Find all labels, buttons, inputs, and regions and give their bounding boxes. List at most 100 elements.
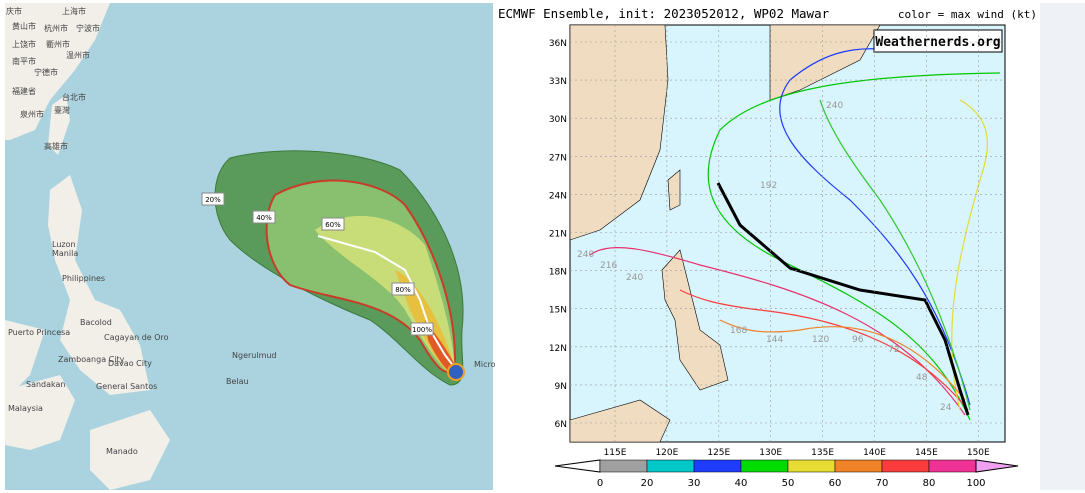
place-label: Bacolod bbox=[80, 318, 112, 327]
colorbar-segment bbox=[599, 459, 648, 473]
right-labels: 6N 9N 12N 15N 18N 21N 24N 27N 30N 33N 36N 115E 120E 1… bbox=[549, 25, 1019, 489]
place-label: Ngerulmud bbox=[232, 351, 277, 360]
colorbar-tick: 20 bbox=[641, 478, 654, 489]
sulawesi bbox=[90, 410, 170, 490]
place-label: 上饶市 bbox=[12, 39, 36, 49]
place-label: Zamboanga City bbox=[58, 355, 125, 364]
track-label: 240 bbox=[626, 273, 643, 283]
track-label: 72 bbox=[888, 345, 899, 355]
probability-box bbox=[201, 192, 225, 206]
place-label: 庆市 bbox=[6, 6, 22, 16]
place-label: Philippines bbox=[62, 274, 105, 283]
place-label: Manila bbox=[52, 249, 78, 258]
philippines bbox=[48, 175, 150, 395]
place-label: 上海市 bbox=[62, 6, 86, 16]
colorbar-segment bbox=[646, 459, 695, 473]
place-label: 福建省 bbox=[12, 86, 36, 96]
place-label: Belau bbox=[226, 377, 249, 386]
track-label: 240 bbox=[577, 250, 594, 260]
place-label: Micro bbox=[474, 360, 496, 369]
lat-label: 12N bbox=[549, 344, 567, 354]
place-label: 杭州市 bbox=[44, 23, 68, 33]
probability-box bbox=[252, 210, 276, 224]
colorbar-tick: 50 bbox=[782, 478, 795, 489]
lon-label: 145E bbox=[915, 448, 938, 458]
colorbar-arrow-right bbox=[975, 459, 1019, 473]
colorbar-segment bbox=[787, 459, 836, 473]
track-label: 240 bbox=[826, 101, 843, 111]
colorbar-tick: 40 bbox=[735, 478, 748, 489]
china bbox=[569, 24, 669, 241]
place-label: 温州市 bbox=[66, 50, 90, 60]
place-label: 泉州市 bbox=[20, 109, 44, 119]
japan bbox=[769, 24, 881, 101]
watermark: Weathernerds.org bbox=[875, 35, 1000, 50]
place-label: 高雄市 bbox=[44, 141, 68, 151]
lon-label: 140E bbox=[863, 448, 886, 458]
lon-label: 150E bbox=[967, 448, 990, 458]
lat-label: 33N bbox=[549, 77, 567, 87]
place-label: Malaysia bbox=[8, 404, 43, 413]
place-label: 黄山市 bbox=[12, 21, 36, 31]
lat-label: 9N bbox=[555, 382, 567, 392]
lat-label: 27N bbox=[549, 153, 567, 163]
lon-label: 115E bbox=[604, 448, 627, 458]
place-label: Luzon bbox=[52, 240, 76, 249]
taiwan bbox=[48, 95, 70, 155]
colorbar-tick: 70 bbox=[876, 478, 889, 489]
lat-label: 6N bbox=[555, 420, 567, 430]
track-label: 96 bbox=[852, 335, 864, 345]
probability-label: 80% bbox=[395, 286, 411, 294]
place-label: 宁德市 bbox=[34, 67, 58, 77]
place-label: Puerto Princesa bbox=[8, 328, 70, 337]
lon-label: 130E bbox=[759, 448, 782, 458]
colorbar-tick: 100 bbox=[966, 478, 985, 489]
probability-box bbox=[321, 217, 345, 231]
colorbar-segment bbox=[881, 459, 930, 473]
lat-label: 36N bbox=[549, 39, 567, 49]
title: ECMWF Ensemble, init: 2023052012, WP02 M… bbox=[498, 6, 830, 21]
mean-track bbox=[716, 182, 970, 416]
colorbar-tick: 60 bbox=[829, 478, 842, 489]
place-label: 臺灣 bbox=[54, 105, 70, 115]
colorbar-tick: 30 bbox=[688, 478, 701, 489]
right-map: ECMWF Ensemble, init: 2023052012, WP02 M… bbox=[495, 3, 1085, 490]
ensemble-tracks bbox=[589, 48, 1001, 421]
cone-40 bbox=[265, 179, 457, 373]
lat-label: 15N bbox=[549, 306, 567, 316]
colorbar-segment bbox=[834, 459, 883, 473]
legend-label: color = max wind (kt) bbox=[898, 8, 1037, 21]
place-label: Manado bbox=[106, 447, 138, 456]
lon-label: 120E bbox=[655, 448, 678, 458]
colorbar-segment bbox=[740, 459, 789, 473]
colorbar-tick: 0 bbox=[597, 478, 603, 489]
cone-60 bbox=[315, 215, 455, 375]
place-label: 南平市 bbox=[12, 56, 36, 66]
lon-label: 125E bbox=[707, 448, 730, 458]
colorbar-tick: 80 bbox=[923, 478, 936, 489]
place-label: 宁波市 bbox=[76, 23, 100, 33]
storm-icon bbox=[447, 363, 465, 381]
colorbar-segment bbox=[928, 459, 977, 473]
place-label: Cagayan de Oro bbox=[104, 333, 169, 342]
track-label: 48 bbox=[916, 373, 928, 383]
borneo bbox=[5, 375, 75, 450]
place-label: 台北市 bbox=[62, 92, 86, 102]
colorbar-segment bbox=[693, 459, 742, 473]
borneo bbox=[569, 399, 671, 443]
lat-label: 21N bbox=[549, 230, 567, 240]
place-label: Davao City bbox=[108, 359, 152, 368]
probability-label: 20% bbox=[205, 196, 221, 204]
track-label: 120 bbox=[812, 335, 829, 345]
track-label: 168 bbox=[730, 326, 747, 336]
philippines bbox=[661, 249, 729, 391]
probability-box bbox=[391, 282, 415, 296]
place-label: 衢州市 bbox=[46, 39, 70, 49]
probability-label: 100% bbox=[412, 326, 432, 334]
probability-label: 60% bbox=[325, 221, 341, 229]
probability-label: 40% bbox=[256, 214, 272, 222]
palawan bbox=[5, 320, 45, 400]
